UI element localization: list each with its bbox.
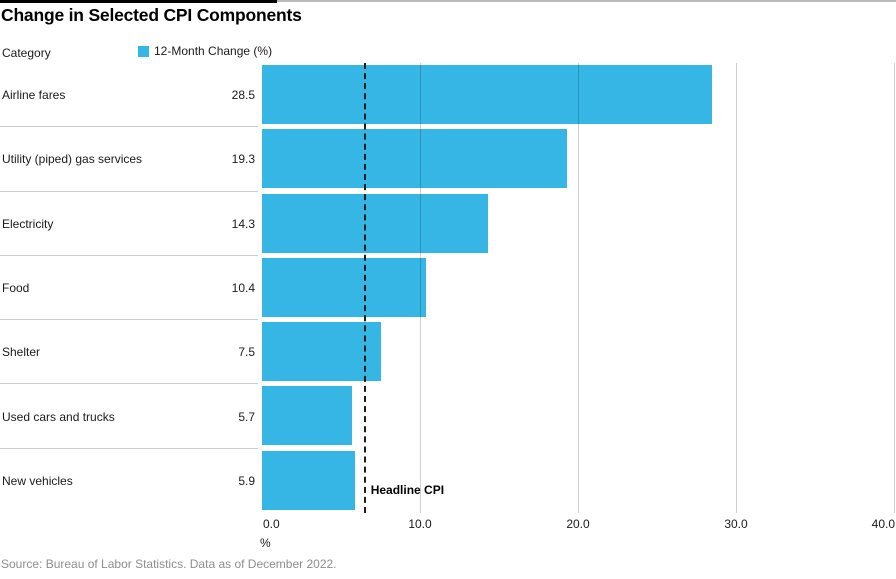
- value-label: 28.5: [231, 88, 255, 103]
- value-label: 10.4: [231, 280, 255, 295]
- top-rule-gray-line: [0, 0, 896, 2]
- chart-row: Electricity 14.3: [0, 192, 896, 256]
- row-separator: [0, 190, 258, 192]
- bar: [262, 322, 381, 382]
- legend-swatch-icon: [138, 45, 149, 57]
- source-note: Source: Bureau of Labor Statistics. Data…: [1, 557, 337, 571]
- gridline: [893, 63, 895, 513]
- headline-cpi-line: [363, 63, 366, 513]
- row-separator: [0, 126, 258, 128]
- value-label: 7.5: [238, 345, 255, 360]
- category-label: Used cars and trucks: [2, 409, 115, 424]
- category-label: New vehicles: [2, 473, 73, 488]
- category-label: Airline fares: [2, 88, 66, 103]
- row-separator: [0, 254, 258, 256]
- x-tick-label: 30.0: [724, 517, 748, 531]
- top-rule-black-line: [0, 0, 277, 3]
- headline-cpi-label: Headline CPI: [370, 483, 445, 497]
- x-tick-label: 10.0: [408, 517, 432, 531]
- x-tick-label: 20.0: [566, 517, 590, 531]
- legend-label: 12-Month Change (%): [154, 44, 273, 58]
- bar: [262, 386, 353, 446]
- chart-row: New vehicles 5.9: [0, 449, 896, 513]
- x-tick-label: 40.0: [871, 517, 895, 531]
- plot-area: Airline fares 28.5 Utility (piped) gas ser…: [0, 63, 896, 513]
- chart-row: Shelter 7.5: [0, 320, 896, 385]
- bar: [262, 450, 356, 510]
- category-column-header: Category: [2, 46, 51, 60]
- gridline: [419, 63, 421, 513]
- chart-row: Utility (piped) gas services 19.3: [0, 127, 896, 192]
- x-axis: 0.0 10.0 20.0 30.0 40.0: [0, 517, 896, 532]
- page-title: Change in Selected CPI Components: [1, 5, 302, 25]
- category-label: Utility (piped) gas services: [2, 152, 143, 167]
- top-rule: [0, 0, 896, 3]
- row-separator: [0, 319, 258, 321]
- category-label: Food: [2, 280, 30, 295]
- value-label: 5.7: [238, 409, 255, 424]
- chart-row: Airline fares 28.5: [0, 63, 896, 128]
- category-label: Shelter: [2, 345, 41, 360]
- category-label: Electricity: [2, 216, 54, 231]
- bar: [262, 257, 427, 317]
- gridline: [735, 63, 737, 513]
- value-label: 14.3: [231, 216, 255, 231]
- chart-row: Used cars and trucks 5.7: [0, 384, 896, 449]
- bar: [262, 193, 488, 253]
- chart-rows: Airline fares 28.5 Utility (piped) gas ser…: [0, 63, 896, 513]
- row-separator: [0, 383, 258, 385]
- x-tick-label: 0.0: [263, 517, 280, 531]
- x-axis-unit: %: [260, 536, 271, 550]
- value-label: 19.3: [231, 152, 255, 167]
- legend: 12-Month Change (%): [138, 44, 272, 58]
- bar: [262, 129, 567, 189]
- gridline: [577, 63, 579, 513]
- value-label: 5.9: [238, 473, 255, 488]
- chart-row: Food 10.4: [0, 256, 896, 321]
- row-separator: [0, 447, 258, 449]
- bar: [262, 65, 713, 124]
